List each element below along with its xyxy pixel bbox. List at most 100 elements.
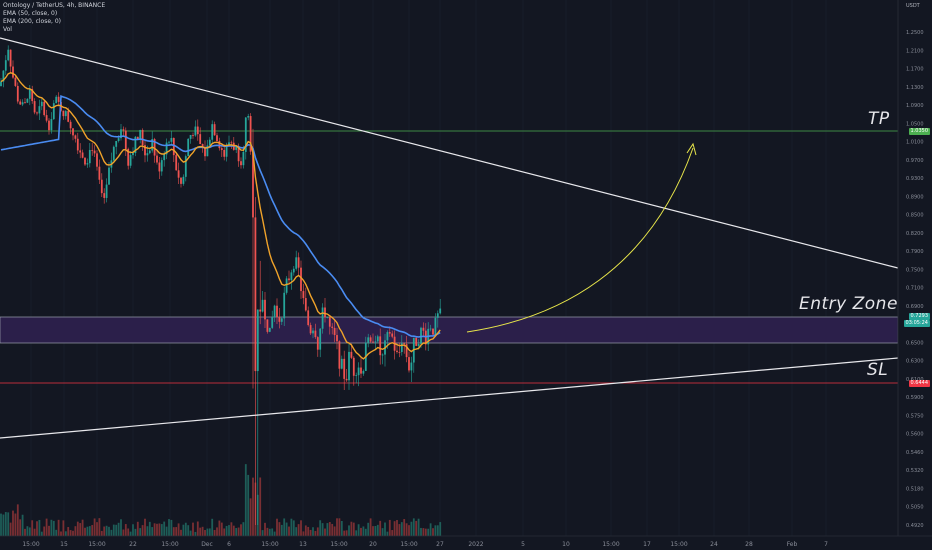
volume-bar xyxy=(146,526,149,536)
candle-body xyxy=(196,126,199,135)
candle-body xyxy=(268,327,271,332)
volume-bar xyxy=(218,520,221,536)
candle-body xyxy=(247,116,250,118)
volume-bar xyxy=(91,525,94,536)
descending-trendline[interactable] xyxy=(0,37,899,269)
y-tick-label: 0.6300 xyxy=(906,359,924,365)
volume-bar xyxy=(412,518,415,536)
x-tick-label: 27 xyxy=(436,541,444,548)
candle-body xyxy=(362,370,365,374)
candle-body xyxy=(336,335,338,342)
entry-zone-annotation[interactable]: Entry Zone xyxy=(799,294,898,314)
candle-body xyxy=(168,141,170,143)
candle-body xyxy=(403,343,406,345)
volume-bar xyxy=(108,526,110,536)
candle-body xyxy=(153,139,156,156)
candle-body xyxy=(264,299,266,320)
volume-bar xyxy=(273,531,276,536)
volume-bar xyxy=(427,528,430,536)
x-tick-label: Feb xyxy=(787,541,798,548)
candle-body xyxy=(79,150,82,153)
volume-bar xyxy=(247,474,250,536)
candle-body xyxy=(259,309,262,312)
volume-bar xyxy=(434,525,437,536)
volume-bar xyxy=(14,513,17,536)
volume-bar xyxy=(211,518,214,536)
candle-body xyxy=(436,313,439,318)
ema50-legend[interactable]: EMA (50, close, 0) xyxy=(3,10,58,17)
volume-bar xyxy=(148,521,151,536)
sl-annotation[interactable]: SL xyxy=(867,360,889,380)
x-tick-label: 15:00 xyxy=(261,541,278,548)
volume-bar xyxy=(276,518,278,536)
candle-body xyxy=(434,317,437,335)
projection-arrow[interactable] xyxy=(466,147,694,333)
candle-body xyxy=(84,157,86,165)
candle-body xyxy=(276,305,278,318)
volume-bar xyxy=(316,527,319,536)
volume-bar xyxy=(326,523,329,536)
candle-body xyxy=(350,351,353,358)
tp-annotation[interactable]: TP xyxy=(868,109,890,129)
volume-bar xyxy=(278,522,281,536)
candle-body xyxy=(103,193,106,198)
volume-bar xyxy=(415,520,418,536)
x-tick-label: 15:00 xyxy=(330,541,347,548)
volume-bar xyxy=(261,530,264,536)
volume-bar xyxy=(391,530,394,536)
time-scale[interactable]: 15:00 15 15:00 22 15:00 Dec 6 15:00 13 15:00 20 15:… xyxy=(22,541,828,548)
volume-bar xyxy=(216,527,218,536)
volume-bar xyxy=(420,527,422,536)
volume-bar xyxy=(259,477,262,536)
candle-body xyxy=(348,351,350,381)
candle-body xyxy=(328,317,331,327)
candle-body xyxy=(424,330,427,345)
candle-body xyxy=(201,144,204,148)
volume-bar xyxy=(201,526,204,536)
volume-bar xyxy=(408,525,410,536)
candle-body xyxy=(33,101,36,113)
volume-bar xyxy=(40,531,43,536)
x-tick-label: 10 xyxy=(562,541,570,548)
candle-body xyxy=(304,298,307,311)
volume-legend[interactable]: Vol xyxy=(3,26,12,33)
candle-body xyxy=(64,111,67,117)
volume-bar xyxy=(307,526,310,536)
volume-bar xyxy=(283,518,286,536)
candle-body xyxy=(266,319,269,332)
volume-bar xyxy=(364,528,367,536)
volume-bar xyxy=(21,514,24,536)
volume-bar xyxy=(76,521,79,536)
ascending-trendline[interactable] xyxy=(0,357,899,439)
candle-body xyxy=(24,102,26,104)
symbol-title[interactable]: Ontology / TetherUS, 4h, BINANCE xyxy=(3,2,106,9)
volume-bar xyxy=(153,523,156,536)
countdown-label: 03:05:24 xyxy=(903,320,930,327)
volume-bar xyxy=(127,528,130,536)
volume-bar xyxy=(290,518,293,536)
entry-zone[interactable] xyxy=(0,316,899,344)
candle-body xyxy=(223,149,226,157)
candle-body xyxy=(9,49,12,67)
candle-body xyxy=(324,307,326,318)
volume-bar xyxy=(196,521,199,536)
candle-body xyxy=(105,184,108,198)
price-scale[interactable]: 1.2500 1.2100 1.1700 1.1300 1.0900 1.0500 1.01… xyxy=(906,30,924,529)
y-tick-label: 1.1300 xyxy=(906,85,924,91)
candle-body xyxy=(50,119,53,131)
volume-bar xyxy=(223,528,226,536)
volume-bar xyxy=(19,519,22,536)
volume-bar xyxy=(328,522,331,536)
candle-body xyxy=(230,142,233,144)
volume-bar xyxy=(67,527,70,536)
candle-body xyxy=(338,341,341,369)
volume-bar xyxy=(225,525,228,536)
x-tick-label: 15:00 xyxy=(88,541,105,548)
ema200-legend[interactable]: EMA (200, close, 0) xyxy=(3,18,62,25)
volume-bar xyxy=(242,522,245,536)
volume-bar xyxy=(132,524,134,536)
volume-bar xyxy=(228,525,230,536)
volume-bar xyxy=(319,520,322,536)
candle-body xyxy=(220,148,223,150)
